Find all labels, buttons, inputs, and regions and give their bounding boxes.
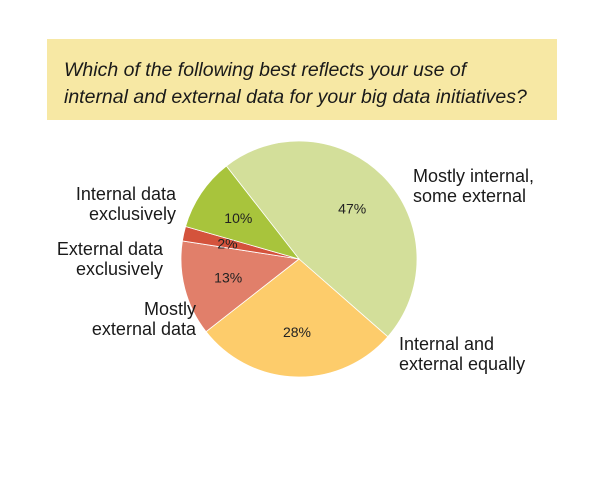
pie-slice-1 <box>205 258 389 378</box>
slice-category-label-0-line-1: some external <box>413 186 526 206</box>
slice-value-label-4: 10% <box>224 210 252 226</box>
slice-category-label-2-line-1: external data <box>92 319 197 339</box>
slice-category-label-1-line-1: external equally <box>399 354 525 374</box>
slice-category-label-1: Internal and external equally <box>399 334 525 374</box>
pie-slice-0 <box>225 140 418 338</box>
slice-category-label-4-line-0: Internal data <box>76 184 177 204</box>
question-box: Which of the following best reflects you… <box>47 39 557 120</box>
slice-category-label-4: Internal data exclusively <box>76 184 177 224</box>
slice-category-label-0-line-0: Mostly internal, <box>413 166 534 186</box>
slice-category-label-1-line-0: Internal and <box>399 334 494 354</box>
pie-slice-2 <box>180 240 300 333</box>
chart-title-line-1: Which of the following best reflects you… <box>64 59 467 81</box>
slice-category-label-0: Mostly internal, some external <box>413 166 534 206</box>
slice-category-label-3: External data exclusively <box>57 239 164 279</box>
slice-category-label-4-line-1: exclusively <box>89 204 176 224</box>
slice-category-label-2-line-0: Mostly <box>144 299 196 319</box>
slice-value-label-1: 28% <box>283 324 311 340</box>
chart-title: Which of the following best reflects you… <box>64 57 557 111</box>
slice-category-label-2: Mostly external data <box>92 299 197 339</box>
pie-slice-4 <box>185 165 301 260</box>
chart-title-line-2: internal and external data for your big … <box>64 86 527 108</box>
slice-category-label-3-line-0: External data <box>57 239 164 259</box>
slice-value-label-0: 47% <box>338 201 366 217</box>
slice-value-label-2: 13% <box>214 269 242 285</box>
slice-category-label-3-line-1: exclusively <box>76 259 163 279</box>
